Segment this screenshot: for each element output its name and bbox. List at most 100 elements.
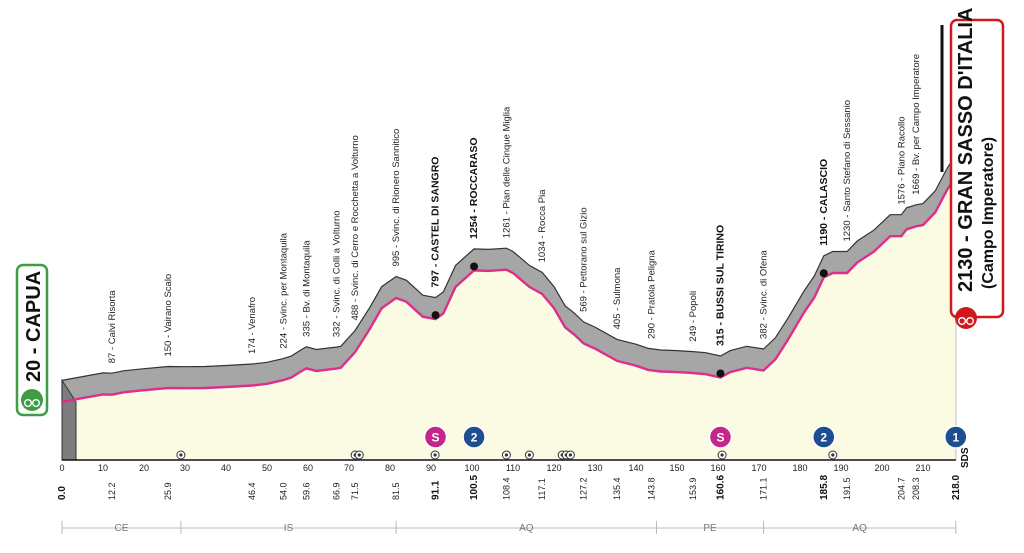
- province-label: AQ: [519, 523, 534, 534]
- km-mark-label: 81.5: [391, 482, 401, 500]
- province-bar: CE IS AQ PE AQ: [61, 521, 957, 534]
- profile-point: [716, 369, 725, 378]
- start-bike-wheel-icon: [32, 399, 41, 408]
- climb-category-marker: [462, 425, 486, 449]
- profile-layer: [61, 153, 957, 461]
- km-mark-label: 25.9: [163, 482, 173, 500]
- feed-zone-icon-core: [504, 453, 509, 457]
- waypoint-label: 150 - Vairano Scalo: [163, 274, 174, 357]
- sprint-marker: [708, 425, 733, 449]
- waypoint-label: 1034 - Rocca Pia: [537, 189, 548, 263]
- province-label: IS: [284, 523, 294, 534]
- x-tick-label: 10: [98, 463, 108, 473]
- waypoint-label: 1576 - Piano Racollo: [896, 116, 907, 204]
- waypoint-label: 315 - BUSSI SUL TIRINO: [714, 225, 726, 346]
- sprint-marker: [423, 425, 448, 449]
- x-axis: 0 10 20 30 40 50 60 70 80 90 100 110 120 130 140 150 160…: [57, 459, 962, 500]
- waypoint-label: 995 - Svinc. di Rionero Sannitico: [391, 129, 402, 267]
- feed-zone-icon-core: [433, 453, 437, 457]
- profile-line: [61, 176, 957, 404]
- waypoint-label: 290 - Pratola Peligna: [647, 249, 658, 338]
- finish-badge: 2130 - GRAN SASSO D'ITALIA (Campo Impera…: [940, 8, 1005, 329]
- province-label: AQ: [852, 523, 867, 534]
- x-tick-label: 70: [344, 463, 354, 473]
- climb-category-marker: [944, 425, 968, 449]
- km-mark-label: 100.5: [469, 475, 480, 500]
- x-tick-label: 20: [139, 463, 149, 473]
- km-mark-label: 0.0: [57, 486, 68, 500]
- x-tick-label: 170: [751, 463, 766, 473]
- finish-bike-wheel-icon: [966, 317, 975, 326]
- profile-point: [431, 311, 440, 320]
- km-mark-label: 135.4: [612, 477, 622, 500]
- km-mark-label: 71.5: [350, 482, 360, 500]
- x-tick-label: 80: [385, 463, 395, 473]
- marker-label: 1: [952, 431, 959, 445]
- waypoint-label: 1669 - Bv. per Campo Imperatore: [911, 54, 922, 195]
- waypoint-label: 87 - Calvi Risorta: [107, 290, 118, 364]
- feed-zone-icon-core: [720, 453, 724, 457]
- km-mark-label: 143.8: [647, 477, 657, 500]
- x-tick-label: 110: [506, 463, 520, 473]
- waypoint-label: 1261 - Pian delle Cinque Miglia: [501, 106, 512, 238]
- finish-label: 2130 - GRAN SASSO D'ITALIA: [955, 8, 977, 292]
- waypoint-label: 249 - Popoli: [688, 291, 699, 342]
- marker-label: 2: [820, 431, 827, 445]
- feed-zone-icon-core: [831, 453, 835, 457]
- feed-zone-icon-core: [179, 453, 183, 457]
- x-tick-label: 100: [464, 463, 479, 473]
- feed-zone-icon-core: [527, 453, 532, 457]
- waypoint-labels: 87 - Calvi Risorta 150 - Vairano Scalo 174…: [107, 54, 922, 363]
- start-badge: 20 - CAPUA: [15, 263, 49, 417]
- x-tick-label: 140: [628, 463, 643, 473]
- km-mark-label: 218.0: [951, 475, 962, 500]
- km-mark-label: 117.1: [537, 478, 547, 500]
- waypoint-label: 569 - Pettorano sul Gizio: [579, 207, 590, 312]
- x-tick-label: 180: [792, 463, 807, 473]
- x-tick-label: 30: [180, 463, 190, 473]
- km-mark-label: 91.1: [431, 480, 442, 500]
- waypoint-label: 174 - Venafro: [247, 297, 258, 354]
- x-tick-label: 90: [426, 463, 436, 473]
- x-tick-label: 130: [587, 463, 602, 473]
- marker-label: S: [716, 431, 724, 445]
- profile-point: [470, 262, 479, 271]
- x-tick-label: 200: [874, 463, 889, 473]
- waypoint-label: 405 - Sulmona: [612, 267, 623, 330]
- finish-bike-icon: [955, 307, 977, 329]
- x-tick-label: 120: [546, 463, 561, 473]
- start-label: 20 - CAPUA: [23, 271, 45, 382]
- x-tick-label: 150: [669, 463, 684, 473]
- km-mark-label: 160.6: [715, 475, 726, 500]
- province-label: CE: [114, 523, 128, 534]
- marker-label: S: [432, 431, 440, 445]
- km-mark-label: 108.4: [501, 477, 511, 500]
- start-badge-frame: [15, 263, 49, 417]
- finish-badge-frame: [949, 18, 1005, 319]
- waypoint-label: 488 - Svinc. di Cerro e Rocchetta a Volt…: [350, 135, 361, 320]
- km-mark-label: 191.5: [842, 477, 852, 500]
- x-tick-label: 60: [303, 463, 313, 473]
- waypoint-label: 1254 - ROCCARASO: [468, 137, 480, 239]
- x-tick-label: 0: [59, 463, 64, 473]
- climb-markers: S 2 S 2 1: [176, 159, 968, 460]
- finish-sublabel: (Campo Imperatore): [980, 137, 997, 289]
- profile-area: [62, 177, 956, 460]
- x-tick-label: 160: [710, 463, 725, 473]
- start-bike-icon: [21, 389, 43, 411]
- km-mark-label: 171.1: [759, 477, 769, 500]
- km-mark-label: 204.7: [896, 477, 906, 500]
- waypoint-label: 382 - Svinc. di Ofena: [759, 250, 770, 339]
- km-mark-label: 153.9: [688, 477, 698, 500]
- x-tick-label: 40: [221, 463, 231, 473]
- feed-zone-icon-core: [357, 453, 361, 457]
- climb-category-marker: [812, 425, 836, 449]
- x-tick-label: 50: [262, 463, 272, 473]
- waypoint-label: 332 - Svinc. di Colli a Volturno: [331, 210, 342, 337]
- start-bike-wheel-icon: [24, 399, 33, 408]
- km-mark-label: 54.0: [278, 482, 288, 500]
- marker-label: 2: [471, 431, 478, 445]
- km-mark-label: 46.4: [247, 482, 257, 500]
- km-mark-label: 66.9: [331, 482, 341, 500]
